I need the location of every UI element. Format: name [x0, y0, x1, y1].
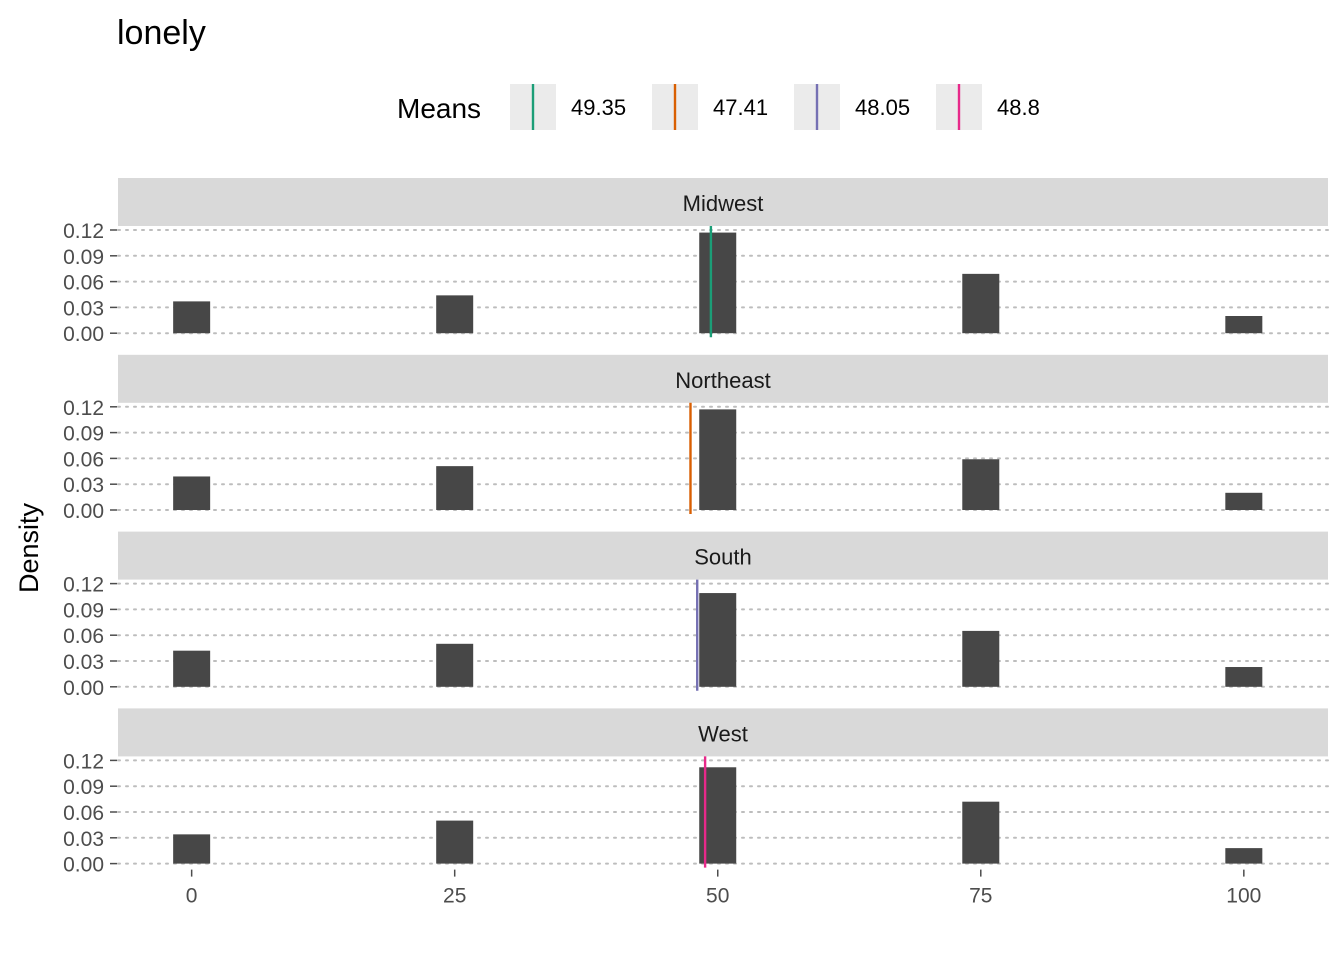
bar [1225, 667, 1263, 687]
y-tick-label: 0.00 [63, 500, 104, 523]
bar [436, 295, 474, 334]
panel-west: West 0.00 0.03 0.06 0.09 0.12 [63, 708, 1329, 877]
y-axis-title: Density [14, 502, 44, 593]
bar [436, 466, 474, 510]
y-tick-label: 0.03 [63, 828, 104, 851]
y-tick-label: 0.03 [63, 297, 104, 320]
y-tick-label: 0.12 [63, 397, 104, 420]
y-tick-label: 0.12 [63, 220, 104, 243]
bar [173, 476, 211, 510]
bar [436, 643, 474, 687]
y-tick-label: 0.00 [63, 677, 104, 700]
panel-northeast: Northeast 0.00 0.03 0.060.09 0.12 [63, 354, 1329, 523]
bar [436, 820, 474, 864]
bar [173, 650, 211, 687]
y-tick-label: 0.06 [63, 272, 104, 295]
bar [699, 232, 737, 334]
bar [1225, 492, 1263, 510]
x-tick-label: 100 [1226, 885, 1261, 908]
strip-background [118, 354, 1328, 403]
legend: Means 49.35 47.41 48.05 48.8 [397, 84, 1040, 130]
panel-midwest: Midwest 0.00 0.030.06 0.09 0.12 [63, 178, 1329, 346]
y-tick-label: 0.06 [63, 625, 104, 648]
strip-background [118, 531, 1328, 580]
y-tick-label: 0.12 [63, 750, 104, 773]
x-axis: 0 25 50 75 100 [186, 869, 1261, 908]
bar [173, 834, 211, 864]
y-tick-label: 0.09 [63, 599, 104, 622]
y-tick-label: 0.09 [63, 776, 104, 799]
y-tick-label: 0.09 [63, 423, 104, 446]
x-tick-label: 0 [186, 885, 198, 908]
panels: Midwest0.000.030.060.090.12Northeast0.00… [63, 178, 1329, 877]
strip-label: Northeast [675, 368, 770, 393]
bar [699, 409, 737, 510]
bar [1225, 316, 1263, 334]
bar [173, 301, 211, 334]
strip-background [118, 178, 1328, 226]
x-tick-label: 75 [969, 885, 992, 908]
legend-label: 49.35 [571, 95, 626, 120]
y-tick-label: 0.00 [63, 323, 104, 346]
strip-background [118, 708, 1328, 757]
x-tick-label: 50 [706, 885, 729, 908]
y-tick-label: 0.03 [63, 474, 104, 497]
y-tick-label: 0.06 [63, 448, 104, 471]
legend-label: 48.05 [855, 95, 910, 120]
bar [699, 593, 737, 687]
y-tick-label: 0.06 [63, 802, 104, 825]
x-tick-label: 25 [443, 885, 466, 908]
legend-title: Means [397, 93, 481, 124]
legend-label: 48.8 [997, 95, 1040, 120]
strip-label: Midwest [683, 191, 764, 216]
y-tick-label: 0.03 [63, 651, 104, 674]
bar [962, 630, 1000, 687]
panel-south: South 0.00 0.03 0.06 0.090.12 [63, 531, 1329, 700]
y-tick-label: 0.12 [63, 574, 104, 597]
bar [1225, 848, 1263, 864]
bar [962, 273, 1000, 334]
y-tick-label: 0.09 [63, 246, 104, 269]
strip-label: South [694, 545, 752, 570]
bar [962, 801, 1000, 864]
strip-label: West [698, 721, 748, 746]
legend-label: 47.41 [713, 95, 768, 120]
chart-title: lonely [117, 14, 206, 52]
y-tick-label: 0.00 [63, 854, 104, 877]
bar [962, 459, 1000, 510]
